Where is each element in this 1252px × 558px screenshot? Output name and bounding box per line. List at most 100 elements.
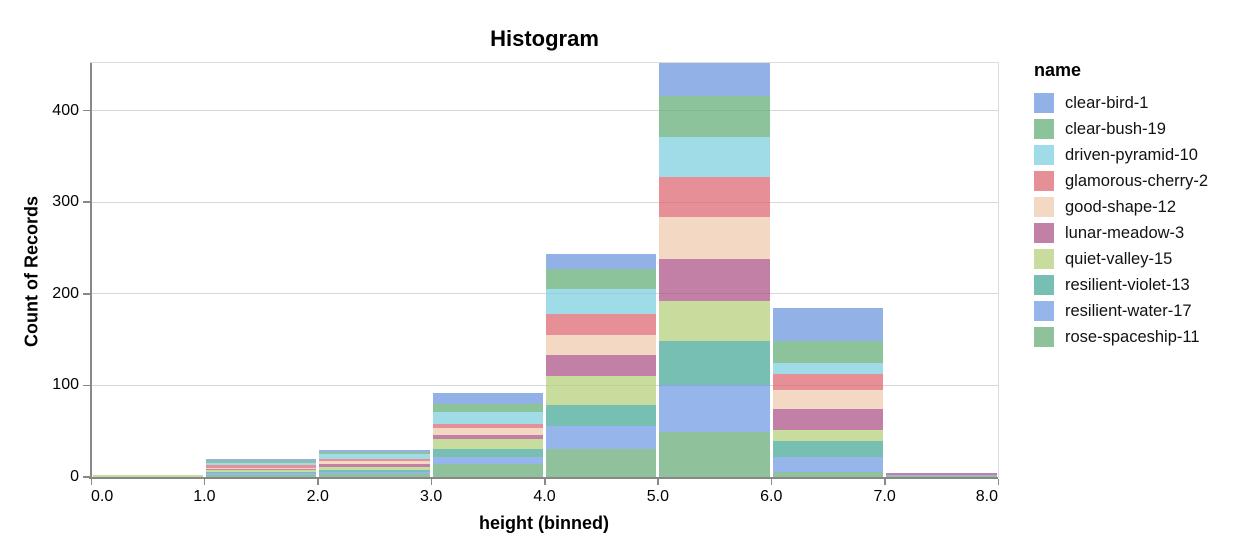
bar-segment-lunar-meadow-3 [205,468,317,470]
bar-segment-glamorous-cherry-2 [659,176,770,217]
legend-swatch-icon [1034,145,1054,165]
legend-swatch-icon [1034,249,1054,269]
bar-segment-glamorous-cherry-2 [546,313,657,336]
x-tick-label: 8.0 [975,488,998,505]
bar-segment-clear-bush-19 [772,340,884,364]
bar-segment-resilient-water-17 [772,456,884,473]
legend: name clear-bird-1 clear-bush-19 driven-pyr… [1034,60,1208,350]
bar-segment-good-shape-12 [205,467,317,469]
legend-swatch-icon [1034,119,1054,139]
bar-segment-good-shape-12 [546,335,657,356]
bar-segment-driven-pyramid-10 [205,463,317,466]
bar-segment-driven-pyramid-10 [772,363,884,375]
bar-segment-lunar-meadow-3 [659,259,770,302]
bar-segment-clear-bush-19 [319,452,430,455]
bar-segment-glamorous-cherry-2 [319,458,430,462]
legend-label: resilient-water-17 [1065,301,1192,320]
legend-item: glamorous-cherry-2 [1034,168,1208,194]
y-gridline [91,201,998,203]
bar-segment-rose-spaceship-11 [772,472,884,477]
x-tick-label: 0.0 [91,488,114,505]
legend-item: quiet-valley-15 [1034,246,1208,272]
bar-segment-good-shape-12 [432,428,543,435]
bar-segment-clear-bush-19 [659,95,770,138]
legend-item: rose-spaceship-11 [1034,324,1208,350]
bar-segment-glamorous-cherry-2 [205,465,317,468]
bar-segment-rose-spaceship-11 [886,476,997,477]
bar-segment-resilient-water-17 [546,425,657,449]
legend-label: lunar-meadow-3 [1065,223,1185,242]
bar-segment-driven-pyramid-10 [546,289,657,314]
legend-label: resilient-violet-13 [1065,275,1190,294]
bar-segment-resilient-violet-13 [432,448,543,457]
bar-segment-lunar-meadow-3 [546,355,657,377]
legend-items: clear-bird-1 clear-bush-19 driven-pyramid-… [1034,90,1208,350]
legend-item: resilient-water-17 [1034,298,1208,324]
x-tick-label: 3.0 [420,488,443,505]
bar-segment-quiet-valley-15 [772,430,884,442]
x-tickmark [430,479,433,485]
x-tickmark [203,479,206,485]
y-tickmark [83,201,90,203]
y-axis-title: Count of Records [21,196,42,347]
legend-swatch-icon [1034,171,1054,191]
bar-segment-driven-pyramid-10 [432,411,543,424]
x-tickmark [884,479,886,485]
x-tick-label: 6.0 [760,488,783,505]
bar-segment-quiet-valley-15 [205,469,317,472]
bar-segment-quiet-valley-15 [659,301,770,342]
bar-segment-glamorous-cherry-2 [772,374,884,390]
bar-segment-rose-spaceship-11 [319,474,430,477]
bar-segment-lunar-meadow-3 [432,434,543,440]
bar-segment-quiet-valley-15 [546,376,657,405]
bar-segment-clear-bird-1 [432,392,543,404]
bar-segment-resilient-water-17 [319,471,430,475]
bar-segment-resilient-violet-13 [772,441,884,457]
bar-segment-resilient-water-17 [886,475,997,477]
bar-segment-clear-bird-1 [205,458,317,461]
legend-label: rose-spaceship-11 [1065,327,1200,346]
chart-title: Histogram [490,26,599,51]
bar-segment-rose-spaceship-11 [659,432,770,477]
bar-segment-clear-bird-1 [546,254,657,270]
bar-segment-resilient-water-17 [432,456,543,465]
bar-segment-quiet-valley-15 [432,439,543,449]
legend-label: clear-bush-19 [1065,119,1166,138]
y-tick-label: 400 [52,101,79,119]
x-tickmark [770,479,773,485]
y-tick-label: 0 [70,468,79,485]
bar-segment-lunar-meadow-3 [319,464,430,467]
legend-swatch-icon [1034,275,1054,295]
legend-swatch-icon [1034,301,1054,321]
bar-segment-resilient-violet-13 [205,471,317,474]
bar-segment-clear-bird-1 [772,307,884,341]
bar-segment-good-shape-12 [659,216,770,259]
x-tickmark [317,479,319,485]
legend-label: clear-bird-1 [1065,93,1149,112]
x-tick-label: 7.0 [873,488,896,505]
bar-segment-resilient-water-17 [205,473,317,476]
bar-segment-quiet-valley-15 [319,466,430,470]
bar-segment-driven-pyramid-10 [319,454,430,459]
bar-segment-lunar-meadow-3 [772,409,884,431]
legend-item: clear-bird-1 [1034,90,1208,116]
y-gridline [91,110,998,112]
x-tick-label: 5.0 [646,488,669,505]
bar-segment-resilient-water-17 [659,385,770,433]
legend-label: glamorous-cherry-2 [1065,171,1209,190]
bar-segment-resilient-violet-13 [659,341,770,386]
x-tickmark [997,479,999,485]
bar-segment-resilient-violet-13 [546,404,657,426]
x-tick-label: 1.0 [193,488,216,505]
bar-segment-clear-bush-19 [546,269,657,290]
bar-segment-good-shape-12 [319,461,430,465]
bar-segment-quiet-valley-15 [92,475,203,477]
legend-item: good-shape-12 [1034,194,1208,220]
y-tickmark [83,476,90,478]
y-tick-label: 200 [52,284,79,302]
y-tick-label: 100 [52,376,79,394]
y-axis-line [90,63,92,479]
x-tickmark [544,479,546,485]
y-gridline [91,293,998,295]
